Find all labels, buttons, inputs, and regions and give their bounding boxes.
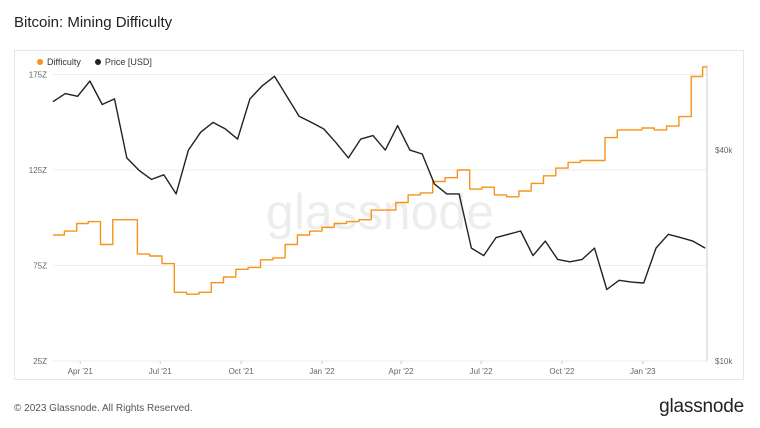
x-tick-label: Jan '22 xyxy=(309,367,335,376)
watermark: glassnode xyxy=(266,184,494,240)
y-right-tick-label: $10k xyxy=(715,357,733,366)
footer-copyright: © 2023 Glassnode. All Rights Reserved. xyxy=(14,403,193,414)
x-tick-label: Oct '21 xyxy=(229,367,255,376)
legend-dot-difficulty xyxy=(37,59,43,65)
legend-item-difficulty[interactable]: Difficulty xyxy=(37,57,81,67)
legend-item-price[interactable]: Price [USD] xyxy=(94,57,152,67)
x-tick-label: Oct '22 xyxy=(549,367,575,376)
x-tick-label: Jul '21 xyxy=(149,367,172,376)
chart-plot[interactable]: 25Z 75Z 125Z 175Z $10k $40k Apr '21 Jul '21 Oct … xyxy=(15,51,743,379)
legend-dot-price xyxy=(94,59,101,65)
x-tick-label: Jul '22 xyxy=(470,367,493,376)
page-title: Bitcoin: Mining Difficulty xyxy=(14,14,173,31)
legend-label-difficulty: Difficulty xyxy=(47,57,81,67)
glassnode-logo: glassnode xyxy=(659,396,744,417)
x-tick-label: Jan '23 xyxy=(630,367,656,376)
series-line-difficulty xyxy=(53,66,707,295)
legend-label-price: Price [USD] xyxy=(104,57,152,67)
x-tick-label: Apr '22 xyxy=(389,367,415,376)
y-left-tick-label: 75Z xyxy=(33,262,47,271)
y-left-tick-label: 125Z xyxy=(29,166,47,175)
x-tick-label: Apr '21 xyxy=(68,367,94,376)
y-left-tick-label: 25Z xyxy=(33,357,47,366)
y-left-tick-label: 175Z xyxy=(29,71,47,80)
y-right-tick-label: $40k xyxy=(715,146,733,155)
legend: Difficulty Price [USD] xyxy=(37,57,152,67)
chart-card: Difficulty Price [USD] 25Z 75Z 125Z 175Z $10… xyxy=(14,50,744,380)
series-line-price xyxy=(52,75,706,291)
